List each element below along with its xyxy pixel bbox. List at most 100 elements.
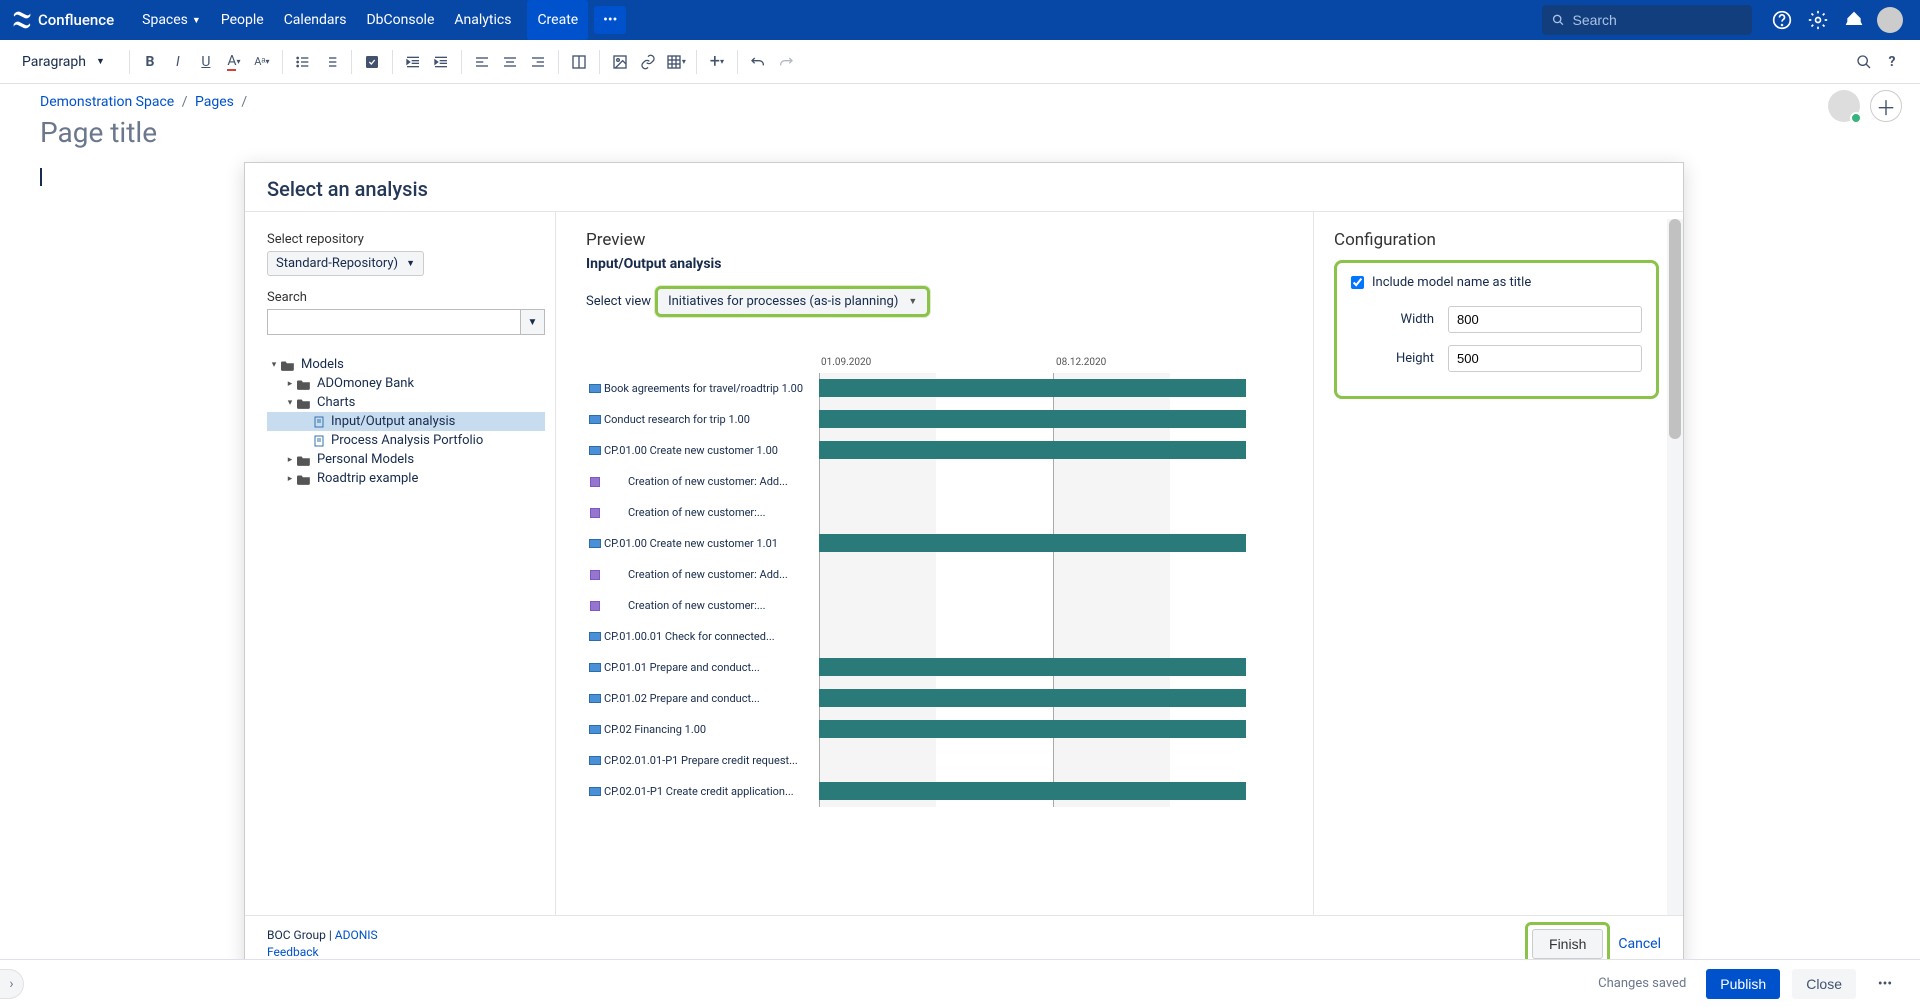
- model-tree: ▾Models▸ADOmoney Bank▾ChartsInput/Output…: [267, 355, 545, 488]
- bold-button[interactable]: B: [136, 48, 164, 76]
- tree-search-dropdown[interactable]: ▼: [521, 309, 545, 335]
- top-navigation: Confluence Spaces▼ People Calendars DbCo…: [0, 0, 1920, 40]
- nav-calendars[interactable]: Calendars: [274, 0, 357, 40]
- include-title-checkbox[interactable]: [1351, 276, 1364, 289]
- gantt-row: Creation of new customer: Add...: [586, 559, 1246, 590]
- gantt-row: CP.02.01.01-P1 Prepare credit request...: [586, 745, 1246, 776]
- search-input[interactable]: [1572, 12, 1742, 28]
- save-status: Changes saved: [1598, 976, 1686, 991]
- outdent-button[interactable]: [399, 48, 427, 76]
- finish-button[interactable]: Finish: [1532, 929, 1603, 959]
- insert-button[interactable]: +▾: [703, 48, 731, 76]
- notifications-icon[interactable]: [1838, 4, 1870, 36]
- align-left-button[interactable]: [468, 48, 496, 76]
- settings-icon[interactable]: [1802, 4, 1834, 36]
- italic-button[interactable]: I: [164, 48, 192, 76]
- paragraph-selector[interactable]: Paragraph▼: [14, 50, 113, 74]
- tree-folder[interactable]: ▾Charts: [267, 393, 545, 412]
- undo-button[interactable]: [744, 48, 772, 76]
- image-button[interactable]: [606, 48, 634, 76]
- confluence-logo[interactable]: Confluence: [12, 10, 114, 30]
- help-button[interactable]: ?: [1878, 48, 1906, 76]
- breadcrumb-pages[interactable]: Pages: [195, 94, 234, 110]
- gantt-row: CP.01.00 Create new customer 1.00: [586, 435, 1246, 466]
- tree-folder[interactable]: ▸ADOmoney Bank: [267, 374, 545, 393]
- task-list-button[interactable]: [358, 48, 386, 76]
- numbered-list-button[interactable]: [317, 48, 345, 76]
- gantt-row: Creation of new customer:...: [586, 590, 1246, 621]
- width-label: Width: [1351, 312, 1448, 327]
- logo-text: Confluence: [38, 11, 114, 29]
- cancel-link[interactable]: Cancel: [1618, 936, 1661, 952]
- config-heading: Configuration: [1334, 230, 1659, 250]
- align-right-button[interactable]: [524, 48, 552, 76]
- help-icon[interactable]: [1766, 4, 1798, 36]
- page-title-input[interactable]: Page title: [40, 116, 1880, 152]
- tree-search-input[interactable]: [267, 309, 521, 335]
- link-button[interactable]: [634, 48, 662, 76]
- gantt-row: CP.02.01-P1 Create credit application...: [586, 776, 1246, 807]
- gantt-row: Conduct research for trip 1.00: [586, 404, 1246, 435]
- gantt-row: Creation of new customer:...: [586, 497, 1246, 528]
- footer-company: BOC Group: [267, 928, 326, 942]
- tree-folder[interactable]: ▸Roadtrip example: [267, 469, 545, 488]
- more-button[interactable]: •••: [594, 6, 626, 34]
- gantt-date-1: 01.09.2020: [821, 357, 871, 368]
- create-button[interactable]: Create: [527, 0, 588, 40]
- modal-title: Select an analysis: [267, 177, 1661, 201]
- breadcrumb-space[interactable]: Demonstration Space: [40, 94, 174, 110]
- gantt-row: CP.01.00.01 Check for connected...: [586, 621, 1246, 652]
- bullet-list-button[interactable]: [289, 48, 317, 76]
- text-color-button[interactable]: A▾: [220, 48, 248, 76]
- more-actions-button[interactable]: •••: [1868, 967, 1902, 1001]
- gantt-row: CP.02 Financing 1.00: [586, 714, 1246, 745]
- confluence-icon: [12, 10, 32, 30]
- tree-item[interactable]: Process Analysis Portfolio: [267, 431, 545, 450]
- height-label: Height: [1351, 351, 1448, 366]
- redo-button[interactable]: [772, 48, 800, 76]
- tree-item[interactable]: Input/Output analysis: [267, 412, 545, 431]
- global-search[interactable]: [1542, 5, 1752, 35]
- find-button[interactable]: [1850, 48, 1878, 76]
- preview-heading: Preview: [586, 230, 1295, 250]
- table-button[interactable]: ▾: [662, 48, 690, 76]
- close-button[interactable]: Close: [1792, 969, 1856, 999]
- modal-config-panel: Configuration Include model name as titl…: [1313, 212, 1683, 915]
- bottom-bar: Changes saved Publish Close •••: [0, 959, 1920, 1007]
- footer-feedback-link[interactable]: Feedback: [267, 945, 319, 959]
- align-center-button[interactable]: [496, 48, 524, 76]
- analysis-modal: Select an analysis Select repository Sta…: [244, 162, 1684, 959]
- select-repo-label: Select repository: [267, 232, 545, 247]
- nav-spaces[interactable]: Spaces▼: [132, 0, 211, 40]
- collaborator-avatar[interactable]: [1828, 90, 1860, 122]
- preview-subtitle: Input/Output analysis: [586, 256, 1295, 272]
- nav-people[interactable]: People: [211, 0, 274, 40]
- indent-button[interactable]: [427, 48, 455, 76]
- select-view-label: Select view: [586, 294, 651, 309]
- publish-button[interactable]: Publish: [1706, 969, 1780, 999]
- footer-product-link[interactable]: ADONIS: [335, 928, 378, 942]
- layout-button[interactable]: [565, 48, 593, 76]
- gantt-row: CP.01.00 Create new customer 1.01: [586, 528, 1246, 559]
- height-input[interactable]: [1448, 345, 1642, 372]
- gantt-date-2: 08.12.2020: [1056, 357, 1106, 368]
- nav-analytics[interactable]: Analytics: [444, 0, 521, 40]
- gantt-row: Creation of new customer: Add...: [586, 466, 1246, 497]
- search-icon: [1552, 13, 1564, 27]
- user-avatar[interactable]: [1874, 4, 1906, 36]
- underline-button[interactable]: U: [192, 48, 220, 76]
- more-formatting-button[interactable]: Aᵃ▾: [248, 48, 276, 76]
- tree-folder[interactable]: ▸Personal Models: [267, 450, 545, 469]
- modal-scrollbar[interactable]: [1667, 219, 1683, 915]
- view-selector[interactable]: Initiatives for processes (as-is plannin…: [655, 286, 930, 317]
- search-label: Search: [267, 290, 545, 305]
- add-collaborator-button[interactable]: ＋: [1870, 90, 1902, 122]
- editor-toolbar: Paragraph▼ B I U A▾ Aᵃ▾ ▾ +▾ ?: [0, 40, 1920, 84]
- nav-dbconsole[interactable]: DbConsole: [356, 0, 444, 40]
- repo-selector[interactable]: Standard-Repository)▼: [267, 251, 424, 276]
- config-box: Include model name as title Width Height: [1334, 260, 1659, 399]
- modal-left-panel: Select repository Standard-Repository)▼ …: [245, 212, 555, 915]
- tree-folder[interactable]: ▾Models: [267, 355, 545, 374]
- width-input[interactable]: [1448, 306, 1642, 333]
- modal-preview-panel: Preview Input/Output analysis Select vie…: [555, 212, 1313, 915]
